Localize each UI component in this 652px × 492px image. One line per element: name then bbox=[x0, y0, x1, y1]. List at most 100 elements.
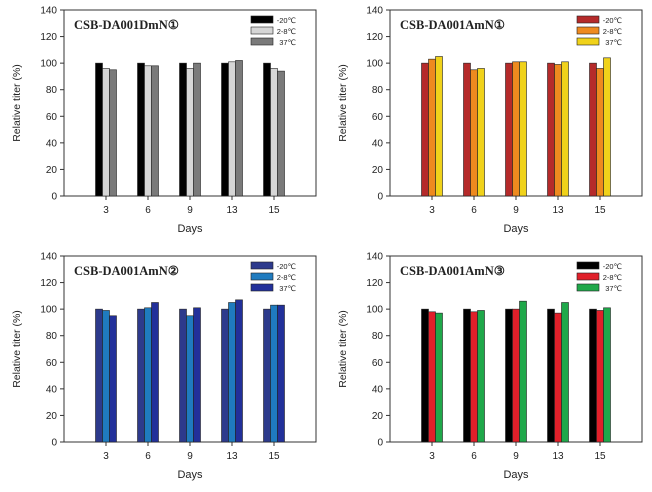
legend-swatch bbox=[250, 283, 274, 292]
bar bbox=[603, 57, 611, 197]
y-tick-label: 140 bbox=[366, 6, 383, 17]
y-tick-label: 40 bbox=[372, 138, 384, 149]
x-tick-label: 13 bbox=[552, 451, 564, 462]
legend-label: 2-8℃ bbox=[277, 27, 296, 36]
x-axis-label: Days bbox=[503, 223, 529, 235]
bar bbox=[151, 302, 159, 443]
bar bbox=[109, 69, 117, 197]
y-tick-label: 100 bbox=[366, 305, 383, 316]
legend-swatch bbox=[576, 26, 600, 35]
bar bbox=[428, 311, 436, 443]
x-tick-label: 9 bbox=[187, 205, 193, 216]
bar bbox=[179, 62, 187, 197]
bar bbox=[554, 64, 562, 197]
bar bbox=[589, 308, 597, 443]
bar bbox=[95, 62, 103, 197]
y-tick-label: 20 bbox=[46, 411, 58, 422]
bar bbox=[186, 315, 194, 443]
bar bbox=[270, 304, 278, 443]
y-tick-label: 80 bbox=[46, 331, 58, 342]
y-tick-label: 120 bbox=[366, 32, 383, 43]
y-tick-label: 20 bbox=[372, 165, 384, 176]
bar bbox=[463, 62, 471, 197]
chart-panel-amn3: 0 20 40 60 80 100 120 140 Relative titer (%) 3 6 9 1… bbox=[326, 246, 652, 492]
legend-label: -20℃ bbox=[277, 16, 296, 25]
bar bbox=[151, 65, 159, 197]
bar bbox=[263, 62, 271, 197]
y-tick-label: 40 bbox=[372, 384, 384, 395]
bar bbox=[477, 310, 485, 443]
chart-title: CSB-DA001AmN② bbox=[74, 264, 179, 278]
x-tick-label: 9 bbox=[187, 451, 193, 462]
bar bbox=[477, 68, 485, 197]
legend-swatch bbox=[576, 37, 600, 46]
bar bbox=[228, 61, 236, 197]
y-tick-label: 60 bbox=[46, 112, 58, 123]
x-tick-label: 6 bbox=[145, 451, 151, 462]
bar bbox=[596, 68, 604, 197]
bar bbox=[277, 70, 285, 197]
x-tick-label: 13 bbox=[552, 205, 564, 216]
x-axis-label: Days bbox=[177, 469, 203, 481]
x-tick-label: 9 bbox=[513, 205, 519, 216]
bar bbox=[221, 62, 229, 197]
x-tick-label: 15 bbox=[268, 451, 280, 462]
legend-swatch bbox=[250, 15, 274, 24]
y-tick-label: 40 bbox=[46, 384, 58, 395]
bar bbox=[603, 307, 611, 443]
bar bbox=[277, 304, 285, 443]
bar bbox=[221, 308, 229, 443]
bar bbox=[270, 68, 278, 197]
legend-swatch bbox=[250, 261, 274, 270]
bar bbox=[554, 312, 562, 443]
y-tick-label: 0 bbox=[377, 192, 383, 203]
bar bbox=[421, 308, 429, 443]
x-tick-label: 3 bbox=[103, 451, 109, 462]
chart-title: CSB-DA001DmN① bbox=[74, 18, 179, 32]
chart-svg: 0 20 40 60 80 100 120 140 Relative titer (%) 3 6 9 1… bbox=[11, 6, 317, 235]
y-tick-label: 140 bbox=[40, 6, 57, 17]
legend-swatch bbox=[576, 283, 600, 292]
bar bbox=[428, 58, 436, 197]
x-tick-label: 9 bbox=[513, 451, 519, 462]
y-tick-label: 20 bbox=[46, 165, 58, 176]
y-tick-label: 0 bbox=[51, 438, 57, 449]
x-tick-label: 3 bbox=[429, 451, 435, 462]
bar bbox=[519, 300, 527, 443]
bar bbox=[193, 307, 201, 443]
bar bbox=[505, 308, 513, 443]
bar bbox=[235, 299, 243, 443]
bar bbox=[512, 61, 520, 197]
y-tick-label: 20 bbox=[372, 411, 384, 422]
chart-panel-dmn1: 0 20 40 60 80 100 120 140 Relative titer (%) 3 6 9 1… bbox=[0, 0, 326, 246]
bar bbox=[596, 310, 604, 443]
bar bbox=[95, 308, 103, 443]
y-tick-label: 120 bbox=[366, 278, 383, 289]
bar bbox=[137, 308, 145, 443]
y-tick-label: 40 bbox=[46, 138, 58, 149]
bar bbox=[519, 61, 527, 197]
x-tick-label: 3 bbox=[429, 205, 435, 216]
legend-label: 37℃ bbox=[605, 284, 622, 293]
y-tick-label: 60 bbox=[372, 112, 384, 123]
y-axis-label: Relative titer (%) bbox=[11, 310, 23, 388]
bar bbox=[144, 65, 152, 197]
legend-label: 2-8℃ bbox=[277, 273, 296, 282]
x-axis-label: Days bbox=[177, 223, 203, 235]
bar bbox=[435, 56, 443, 197]
chart-title: CSB-DA001AmN③ bbox=[400, 264, 505, 278]
legend-label: 37℃ bbox=[279, 38, 296, 47]
bar bbox=[470, 311, 478, 443]
legend-label: -20℃ bbox=[277, 262, 296, 271]
bar bbox=[102, 310, 110, 443]
bar bbox=[561, 61, 569, 197]
y-tick-label: 80 bbox=[372, 331, 384, 342]
chart-svg: 0 20 40 60 80 100 120 140 Relative titer (%) 3 6 9 1… bbox=[337, 6, 643, 235]
y-tick-label: 60 bbox=[46, 358, 58, 369]
legend-swatch bbox=[250, 26, 274, 35]
bar bbox=[137, 62, 145, 197]
bar bbox=[193, 62, 201, 197]
bar bbox=[435, 312, 443, 443]
y-tick-label: 0 bbox=[377, 438, 383, 449]
chart-panel-amn2: 0 20 40 60 80 100 120 140 Relative titer (%) 3 6 9 1… bbox=[0, 246, 326, 492]
